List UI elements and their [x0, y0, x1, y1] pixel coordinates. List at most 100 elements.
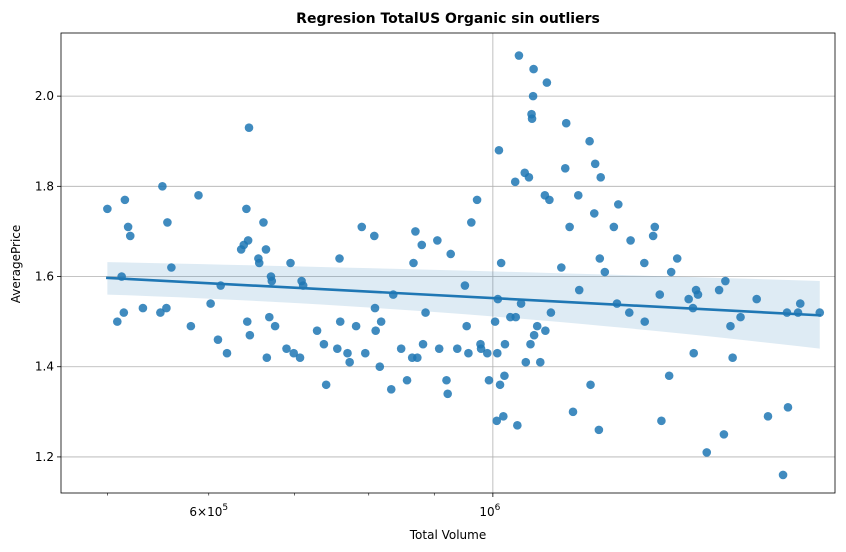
data-point — [289, 348, 299, 358]
x-minor-tick-label-exponent: 5 — [222, 503, 228, 513]
data-point — [125, 231, 135, 241]
data-point — [546, 308, 556, 317]
data-point — [245, 330, 255, 340]
data-point — [167, 263, 176, 272]
data-point — [561, 118, 571, 128]
data-point — [763, 412, 773, 421]
data-point — [516, 299, 526, 308]
data-point — [693, 290, 703, 299]
data-point — [442, 375, 451, 385]
data-point — [243, 236, 253, 245]
data-point — [242, 204, 251, 214]
data-point — [613, 200, 623, 209]
data-point — [370, 303, 380, 313]
data-point — [261, 245, 271, 254]
data-point — [590, 159, 600, 169]
data-point — [270, 321, 280, 331]
data-point — [736, 312, 745, 322]
y-axis-label: AveragePrice — [9, 225, 23, 304]
data-point — [714, 285, 724, 295]
data-point — [560, 163, 570, 173]
data-point — [163, 218, 172, 227]
data-point — [702, 448, 712, 457]
data-point — [464, 348, 473, 358]
data-point — [585, 136, 594, 146]
data-point — [194, 191, 203, 200]
data-point — [573, 191, 583, 200]
grid — [61, 33, 835, 493]
data-point — [648, 231, 658, 241]
x-tick-label-exponent: 6 — [495, 503, 501, 513]
data-point — [500, 339, 510, 349]
data-point — [532, 321, 542, 331]
data-point — [726, 321, 735, 331]
data-point — [242, 317, 252, 326]
regression-line-group — [106, 276, 822, 317]
data-point — [162, 303, 171, 313]
data-point — [664, 371, 674, 381]
data-point — [421, 308, 430, 317]
data-point — [595, 254, 605, 263]
data-point — [222, 348, 232, 358]
data-point — [345, 357, 354, 367]
data-point — [472, 195, 482, 205]
data-point — [335, 254, 344, 263]
data-point — [396, 344, 406, 353]
data-point — [490, 317, 500, 326]
data-point — [783, 403, 793, 412]
confidence-band — [107, 262, 820, 349]
data-point — [657, 416, 666, 426]
data-point — [369, 231, 379, 241]
y-tick-label: 2.0 — [35, 89, 54, 103]
data-point — [386, 384, 396, 394]
data-point — [433, 236, 442, 245]
data-point — [333, 344, 342, 353]
data-point — [467, 218, 476, 227]
data-point — [795, 299, 805, 308]
data-point — [357, 222, 367, 232]
data-point — [452, 344, 462, 353]
plot-frame — [60, 32, 836, 494]
data-point — [684, 294, 693, 304]
data-point — [360, 348, 370, 358]
x-axis-label: Total Volume — [409, 528, 486, 542]
data-point — [112, 317, 122, 326]
data-point — [624, 308, 634, 317]
data-point — [343, 348, 352, 358]
data-point — [541, 326, 550, 335]
data-point — [206, 299, 215, 308]
confidence-band-area — [107, 262, 820, 349]
data-point — [752, 294, 761, 304]
data-point — [511, 312, 521, 322]
data-point — [565, 222, 574, 232]
data-point — [529, 64, 538, 74]
data-point — [545, 195, 554, 205]
data-point — [586, 380, 595, 390]
data-point — [321, 380, 331, 390]
data-point — [495, 380, 505, 390]
data-point — [402, 375, 412, 385]
data-point — [267, 276, 277, 286]
data-point — [265, 312, 274, 322]
data-point — [138, 303, 148, 313]
data-point — [262, 353, 272, 363]
data-point — [409, 258, 418, 268]
data-point — [103, 204, 112, 214]
data-point — [418, 339, 428, 349]
data-point — [535, 357, 545, 367]
data-point — [411, 227, 420, 236]
data-point — [484, 375, 494, 385]
x-tick-label: 106 — [479, 503, 500, 519]
data-point — [446, 249, 456, 259]
data-point — [527, 114, 537, 123]
data-point — [596, 173, 606, 182]
data-point — [526, 339, 535, 349]
data-point — [371, 326, 380, 335]
data-point — [213, 335, 223, 344]
x-minor-tick-label: 6×105 — [189, 503, 228, 519]
data-point — [719, 430, 729, 439]
data-point — [119, 308, 129, 317]
data-point — [312, 326, 322, 335]
data-point — [557, 263, 566, 272]
